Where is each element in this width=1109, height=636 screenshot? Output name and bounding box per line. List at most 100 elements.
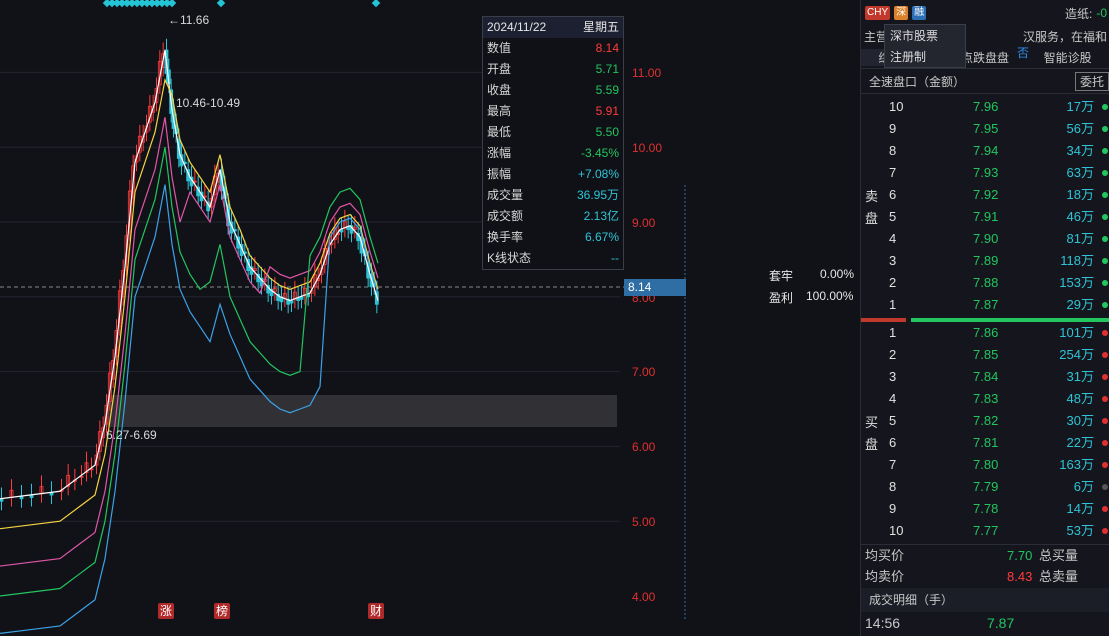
status-dot xyxy=(1102,214,1108,220)
trade-price: 7.87 xyxy=(987,615,1015,631)
buy-level-row[interactable]: 9 7.78 14万 xyxy=(861,498,1109,520)
price-axis-11: 11.00 xyxy=(632,66,662,80)
buy-level: 9 xyxy=(889,501,897,516)
orderbook-title: 全速盘口（金额） xyxy=(869,74,966,89)
buy-level-row[interactable]: 6 7.81 22万 xyxy=(861,432,1109,454)
flag-no: 否 xyxy=(1017,46,1030,60)
popup-item-registration[interactable]: 注册制 xyxy=(890,50,927,64)
buy-price: 7.82 xyxy=(973,413,999,428)
status-dot xyxy=(1102,418,1108,424)
trade-detail-header[interactable]: 成交明细（手） xyxy=(861,588,1109,612)
buy-side-label: 买盘 xyxy=(865,415,879,452)
buy-volume: 48万 xyxy=(1066,391,1094,406)
tooltip-weekday: 星期五 xyxy=(582,20,619,34)
candle-body xyxy=(157,61,162,86)
buy-price: 7.77 xyxy=(973,523,999,538)
status-dot xyxy=(1102,280,1108,286)
candle-body xyxy=(111,359,116,380)
candle-body xyxy=(352,226,357,230)
kline-chart-area[interactable]: ←11.66 10.46-10.49 6.27-6.69 11.00 10.00… xyxy=(0,0,686,636)
sell-level: 6 xyxy=(889,187,897,202)
sell-price: 7.94 xyxy=(973,143,999,158)
tooltip-row: 换手率 6.67% xyxy=(483,227,623,248)
buy-level-row[interactable]: 2 7.85 254万 xyxy=(861,344,1109,366)
panel-info-line: 主营 汉服务，在福和 否 xyxy=(861,26,1109,61)
sell-level-row[interactable]: 2 7.88 153万 xyxy=(861,272,1109,294)
buy-level-row[interactable]: 8 7.79 6万 xyxy=(861,476,1109,498)
candle-body xyxy=(209,197,214,208)
candle-body xyxy=(121,270,126,298)
sell-level-row[interactable]: 5 7.91 46万 xyxy=(861,206,1109,228)
candle-body xyxy=(269,288,274,296)
tooltip-key: 开盘 xyxy=(487,62,512,76)
buy-level: 10 xyxy=(889,523,904,538)
industry-value: -0 xyxy=(1096,6,1107,20)
candle-body xyxy=(154,88,159,103)
candle-body xyxy=(84,462,89,473)
sell-volume: 29万 xyxy=(1066,297,1094,312)
buy-level-row[interactable]: 4 7.83 48万 xyxy=(861,388,1109,410)
sell-level-row[interactable]: 3 7.89 118万 xyxy=(861,250,1109,272)
tooltip-key: K线状态 xyxy=(487,251,532,265)
status-dot xyxy=(1102,374,1108,380)
popup-item-shenzhen[interactable]: 深市股票 xyxy=(890,29,939,43)
sell-volume: 81万 xyxy=(1066,231,1094,246)
ma20-line xyxy=(0,117,379,567)
avg-buy-value: 7.70 xyxy=(1007,548,1033,563)
buy-volume: 254万 xyxy=(1059,347,1094,362)
price-axis-6: 6.00 xyxy=(632,440,656,454)
tooltip-row: 数值 8.14 xyxy=(483,38,623,59)
buy-level-row[interactable]: 3 7.84 31万 xyxy=(861,366,1109,388)
entrust-button[interactable]: 委托 xyxy=(1074,71,1109,91)
candle-body xyxy=(117,290,122,328)
marker-limit-up[interactable]: 涨 xyxy=(158,603,174,619)
status-dot xyxy=(1102,330,1108,336)
candle-body xyxy=(127,190,132,233)
status-dot xyxy=(1102,126,1108,132)
candle-body xyxy=(66,474,71,487)
candle-body xyxy=(272,287,277,293)
candle-body xyxy=(131,165,136,198)
buy-level-row[interactable]: 10 7.77 53万 xyxy=(861,520,1109,542)
quote-panel: CHY 深 融 造纸: -0 主营 汉服务，在福和 否 综合盘盘 点跌盘盘 智能… xyxy=(860,0,1109,636)
buy-volume: 6万 xyxy=(1073,479,1094,494)
tab-points[interactable]: 点跌盘盘 xyxy=(961,50,1010,65)
sell-level-row[interactable]: 6 7.92 18万 xyxy=(861,184,1109,206)
marker-finance[interactable]: 财 xyxy=(368,603,384,619)
sell-level-row[interactable]: 4 7.90 81万 xyxy=(861,228,1109,250)
buy-level-row[interactable]: 5 7.82 30万 xyxy=(861,410,1109,432)
buy-price: 7.79 xyxy=(973,479,999,494)
price-axis-9: 9.00 xyxy=(632,216,656,230)
status-dot xyxy=(1102,352,1108,358)
marker-list[interactable]: 榜 xyxy=(214,603,230,619)
tooltip-key: 换手率 xyxy=(487,230,524,244)
sell-side-label: 卖盘 xyxy=(865,189,879,226)
status-dot xyxy=(1102,104,1108,110)
price-axis-4: 4.00 xyxy=(632,590,656,604)
status-dot xyxy=(1102,528,1108,534)
tab-diagnosis[interactable]: 智能诊股 xyxy=(1043,50,1092,65)
sell-level: 9 xyxy=(889,121,897,136)
badge-rong: 融 xyxy=(912,6,927,20)
sell-price: 7.95 xyxy=(973,121,999,136)
buy-volume: 31万 xyxy=(1066,369,1094,384)
sell-level: 1 xyxy=(889,297,897,312)
sell-level-row[interactable]: 9 7.95 56万 xyxy=(861,118,1109,140)
buy-level-row[interactable]: 1 7.86 101万 xyxy=(861,322,1109,344)
buy-level-row[interactable]: 7 7.80 163万 xyxy=(861,454,1109,476)
ma30-line xyxy=(0,147,379,597)
sell-level-row[interactable]: 1 7.87 29万 xyxy=(861,294,1109,316)
status-dot xyxy=(1102,484,1108,490)
sell-level-row[interactable]: 8 7.94 34万 xyxy=(861,140,1109,162)
orderbook-subheader: 全速盘口（金额） 委托 xyxy=(861,69,1109,94)
buy-level: 6 xyxy=(889,435,897,450)
top-diamond xyxy=(371,0,381,8)
kline-svg[interactable] xyxy=(0,0,686,636)
buy-volume: 14万 xyxy=(1066,501,1094,516)
buy-level: 7 xyxy=(889,457,897,472)
range-box xyxy=(106,395,617,427)
sell-level-row[interactable]: 10 7.96 17万 xyxy=(861,96,1109,118)
sell-level-row[interactable]: 7 7.93 63万 xyxy=(861,162,1109,184)
sell-level: 5 xyxy=(889,209,897,224)
avg-sell-value: 8.43 xyxy=(1007,569,1033,584)
